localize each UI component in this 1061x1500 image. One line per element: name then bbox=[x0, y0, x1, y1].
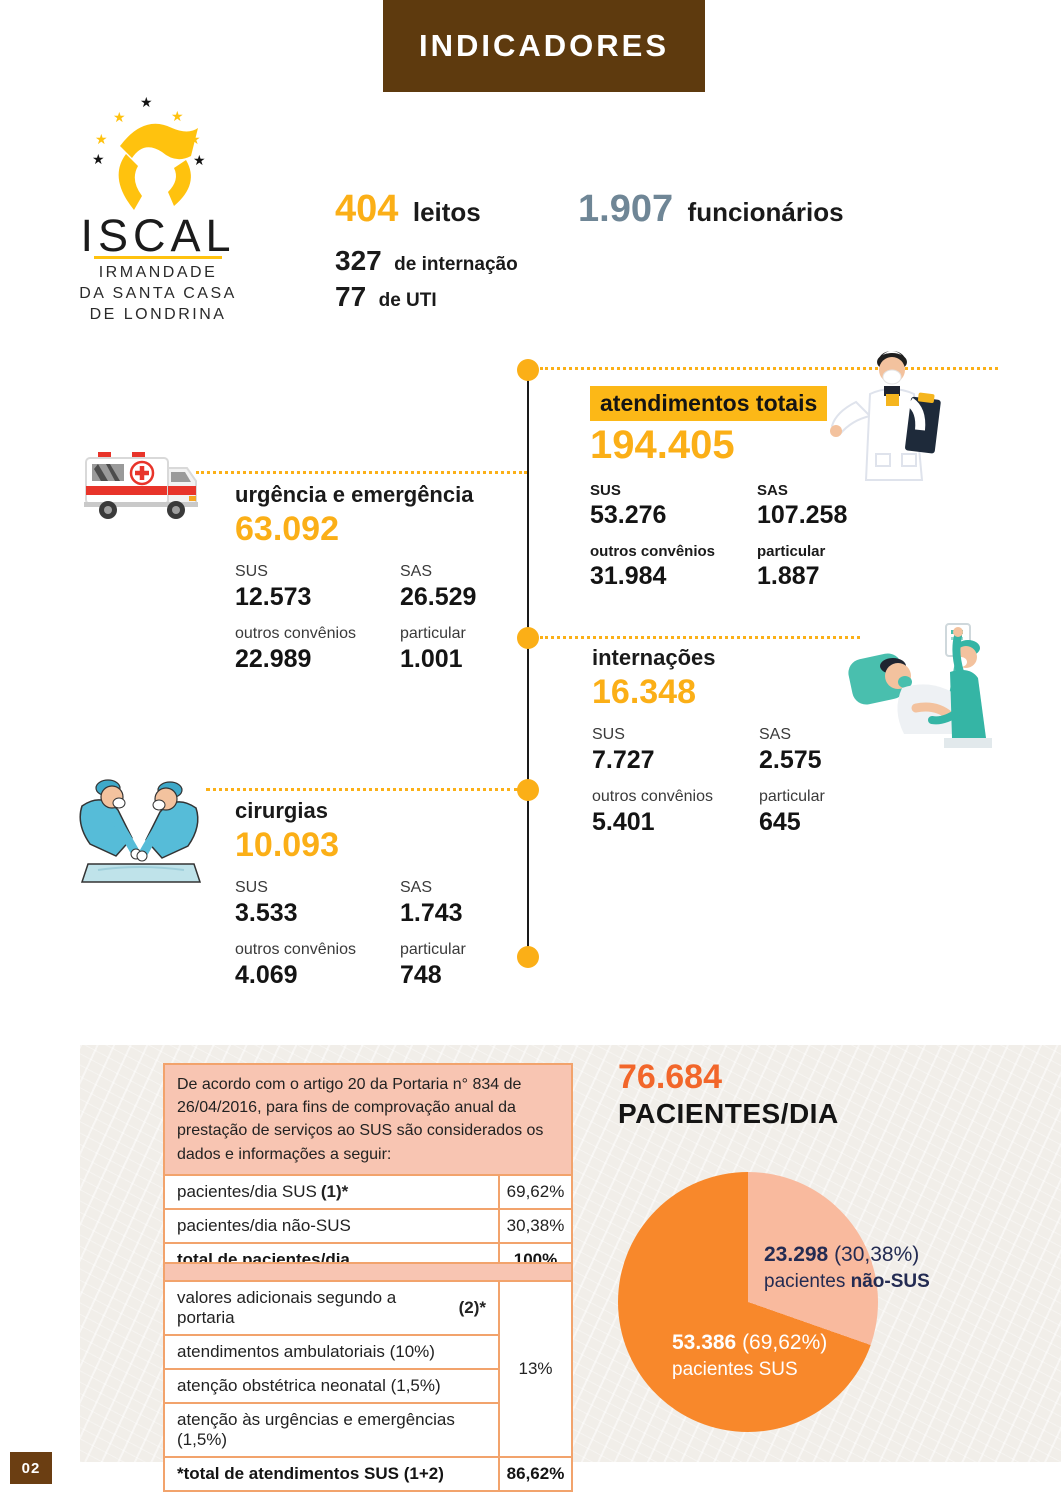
stat-particular: particular 1.887 bbox=[757, 543, 826, 590]
table-merged-value: 13% bbox=[498, 1282, 571, 1456]
header-banner: INDICADORES bbox=[383, 0, 705, 92]
surgeons-illustration bbox=[79, 779, 202, 883]
logo-subtitle: DA SANTA CASA bbox=[79, 285, 237, 302]
table-row: pacientes/dia não-SUS 30,38% bbox=[165, 1209, 571, 1244]
page-number-badge: 02 bbox=[10, 1452, 52, 1484]
star-icon: ★ bbox=[92, 151, 105, 167]
section-atendimentos: atendimentos totais 194.405 SUS 53.276 S… bbox=[590, 386, 847, 591]
stat-sas: SAS 1.743 bbox=[400, 879, 463, 927]
sus-additional-table: valores adicionais segundo a portaria (2)… bbox=[163, 1262, 573, 1492]
timeline-dot bbox=[517, 359, 539, 381]
stat-staff: 1.907 funcionários bbox=[578, 188, 844, 231]
star-icon: ★ bbox=[113, 109, 126, 125]
star-icon: ★ bbox=[140, 94, 153, 110]
section-internacoes: internações 16.348 SUS 7.727 SAS 2.575 o… bbox=[592, 645, 825, 837]
beds-value: 404 bbox=[335, 188, 399, 230]
stat-sus: SUS 53.276 bbox=[590, 482, 667, 529]
section-urgencia: urgência e emergência 63.092 SUS 12.573 … bbox=[235, 482, 476, 674]
patient-nurse-illustration bbox=[848, 623, 992, 748]
stat-particular: particular 748 bbox=[400, 941, 466, 989]
stat-sas: SAS 107.258 bbox=[757, 482, 848, 529]
section-title: urgência e emergência bbox=[235, 482, 474, 507]
stat-sas: SAS 2.575 bbox=[759, 726, 822, 774]
pie-chart bbox=[618, 1172, 878, 1432]
logo-acronym: ISCAL bbox=[80, 210, 236, 261]
stat-sus: SUS 12.573 bbox=[235, 563, 312, 611]
star-icon: ★ bbox=[95, 131, 108, 147]
icu-value: 77 bbox=[335, 281, 367, 312]
section-title-highlight: atendimentos totais bbox=[590, 386, 828, 421]
page-title: INDICADORES bbox=[418, 28, 669, 63]
table-row-total: *total de atendimentos SUS (1+2) 86,62% bbox=[165, 1458, 571, 1490]
table-row: pacientes/dia SUS (1)* 69,62% bbox=[165, 1175, 571, 1210]
table-row: atenção às urgências e emergências (1,5%… bbox=[177, 1410, 455, 1449]
logo-subtitle: IRMANDADE bbox=[98, 264, 218, 281]
section-total: 10.093 bbox=[235, 826, 339, 864]
star-icon: ★ bbox=[193, 152, 206, 168]
ambulance-icon bbox=[84, 452, 198, 519]
logo-ribbon-icon bbox=[118, 123, 198, 210]
logo-rule bbox=[94, 256, 222, 259]
stat-sus: SUS 3.533 bbox=[235, 879, 298, 927]
timeline-dot bbox=[517, 946, 539, 968]
doctor-illustration bbox=[830, 351, 941, 481]
icu-label: de UTI bbox=[378, 290, 437, 311]
stat-inpatient-beds: 327 de internação bbox=[335, 245, 518, 277]
stat-beds: 404 leitos bbox=[335, 188, 481, 231]
pie-label-sus: 53.386 (69,62%) pacientes SUS bbox=[672, 1331, 828, 1381]
timeline-dot bbox=[517, 779, 539, 801]
inpatient-value: 327 bbox=[335, 245, 382, 276]
table-group: valores adicionais segundo a portaria (2)… bbox=[165, 1282, 571, 1458]
timeline-line bbox=[527, 370, 529, 957]
timeline-connector bbox=[206, 788, 518, 791]
stat-sas: SAS 26.529 bbox=[400, 563, 477, 611]
section-title: cirurgias bbox=[235, 798, 328, 823]
table-row: atenção obstétrica neonatal (1,5%) bbox=[165, 1370, 498, 1404]
stat-icu-beds: 77 de UTI bbox=[335, 281, 437, 313]
stat-particular: particular 1.001 bbox=[400, 625, 466, 673]
patients-per-day-value: 76.684 bbox=[618, 1058, 722, 1096]
stat-sus: SUS 7.727 bbox=[592, 726, 655, 774]
table-divider-strip bbox=[165, 1264, 571, 1282]
beds-label: leitos bbox=[412, 197, 481, 227]
section-cirurgias: cirurgias 10.093 SUS 3.533 SAS 1.743 out… bbox=[235, 798, 466, 990]
stat-outros: outros convênios 5.401 bbox=[592, 788, 713, 836]
timeline-dot bbox=[517, 627, 539, 649]
timeline-connector bbox=[196, 471, 527, 474]
patients-per-day-label: PACIENTES/DIA bbox=[618, 1098, 839, 1129]
table-intro: De acordo com o artigo 20 da Portaria n°… bbox=[165, 1065, 571, 1176]
stat-particular: particular 645 bbox=[759, 788, 825, 836]
pie-label-nonsus: 23.298 (30,38%) pacientes não-SUS bbox=[764, 1243, 930, 1293]
section-total: 63.092 bbox=[235, 510, 339, 548]
sus-compliance-table: De acordo com o artigo 20 da Portaria n°… bbox=[163, 1063, 573, 1278]
staff-label: funcionários bbox=[687, 197, 844, 227]
stat-outros: outros convênios 4.069 bbox=[235, 941, 356, 989]
timeline-connector bbox=[540, 367, 998, 370]
table-row: atendimentos ambulatoriais (10%) bbox=[165, 1336, 498, 1370]
inpatient-label: de internação bbox=[394, 254, 518, 275]
stat-outros: outros convênios 22.989 bbox=[235, 625, 356, 673]
section-title: internações bbox=[592, 645, 716, 670]
staff-value: 1.907 bbox=[578, 188, 674, 230]
logo-subtitle: DE LONDRINA bbox=[89, 306, 227, 323]
timeline-connector bbox=[540, 636, 860, 639]
star-icon: ★ bbox=[171, 108, 184, 124]
section-total: 16.348 bbox=[592, 673, 696, 711]
table-row: valores adicionais segundo a portaria (2)… bbox=[165, 1282, 498, 1336]
section-total: 194.405 bbox=[590, 423, 735, 467]
stat-outros: outros convênios 31.984 bbox=[590, 543, 716, 590]
